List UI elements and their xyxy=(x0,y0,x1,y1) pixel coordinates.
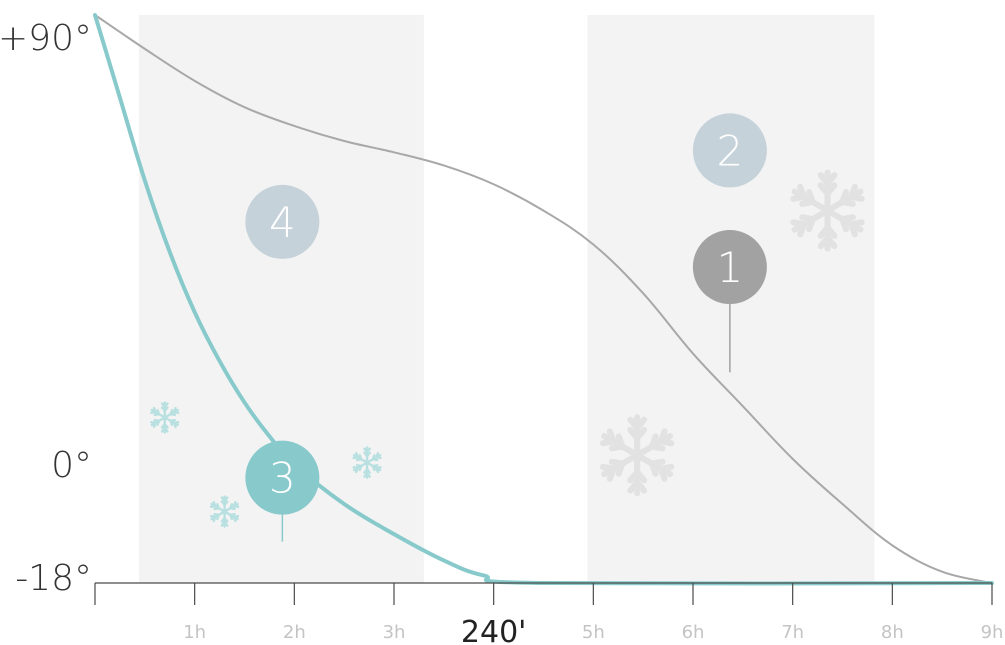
snowflake-icon xyxy=(599,414,675,497)
x-tick-label: 7h xyxy=(781,622,804,643)
x-ticks: 1h 2h 3h 240' 5h 6h 7h 8h 9h xyxy=(94,583,1004,645)
x-tick-label: 240' xyxy=(461,615,527,645)
marker-circle xyxy=(245,440,320,515)
snowflake-icon xyxy=(209,495,240,528)
marker-circle xyxy=(245,184,320,259)
x-tick-label: 2h xyxy=(283,622,306,643)
snowflake-icon xyxy=(790,169,865,252)
marker-1: 1 xyxy=(692,230,767,305)
y-tick-label: -18° xyxy=(15,558,92,599)
x-tick-label: 9h xyxy=(981,622,1004,643)
marker-label: 4 xyxy=(269,198,296,247)
y-tick-label: +90° xyxy=(0,18,92,59)
marker-2: 2 xyxy=(692,113,767,188)
marker-circle xyxy=(692,113,767,188)
snowflake-decorations xyxy=(150,169,865,528)
series-line-grey xyxy=(94,14,993,584)
y-ticks: +90° 0° -18° xyxy=(0,18,92,599)
marker-3: 3 xyxy=(245,440,320,515)
snowflake-icon xyxy=(352,446,382,479)
marker-4: 4 xyxy=(245,184,320,259)
x-tick-label: 3h xyxy=(383,622,406,643)
y-tick-label: 0° xyxy=(51,445,92,486)
marker-label: 3 xyxy=(269,454,296,503)
shaded-bands xyxy=(138,15,875,583)
marker-label: 1 xyxy=(717,243,744,292)
x-tick-label: 6h xyxy=(682,622,705,643)
snowflake-icon xyxy=(150,401,180,434)
marker-circle xyxy=(692,230,767,305)
markers: 1 2 3 4 xyxy=(245,113,767,515)
x-tick-label: 1h xyxy=(183,622,206,643)
x-tick-label: 5h xyxy=(582,622,605,643)
x-tick-label: 8h xyxy=(881,622,904,643)
marker-label: 2 xyxy=(717,126,744,175)
